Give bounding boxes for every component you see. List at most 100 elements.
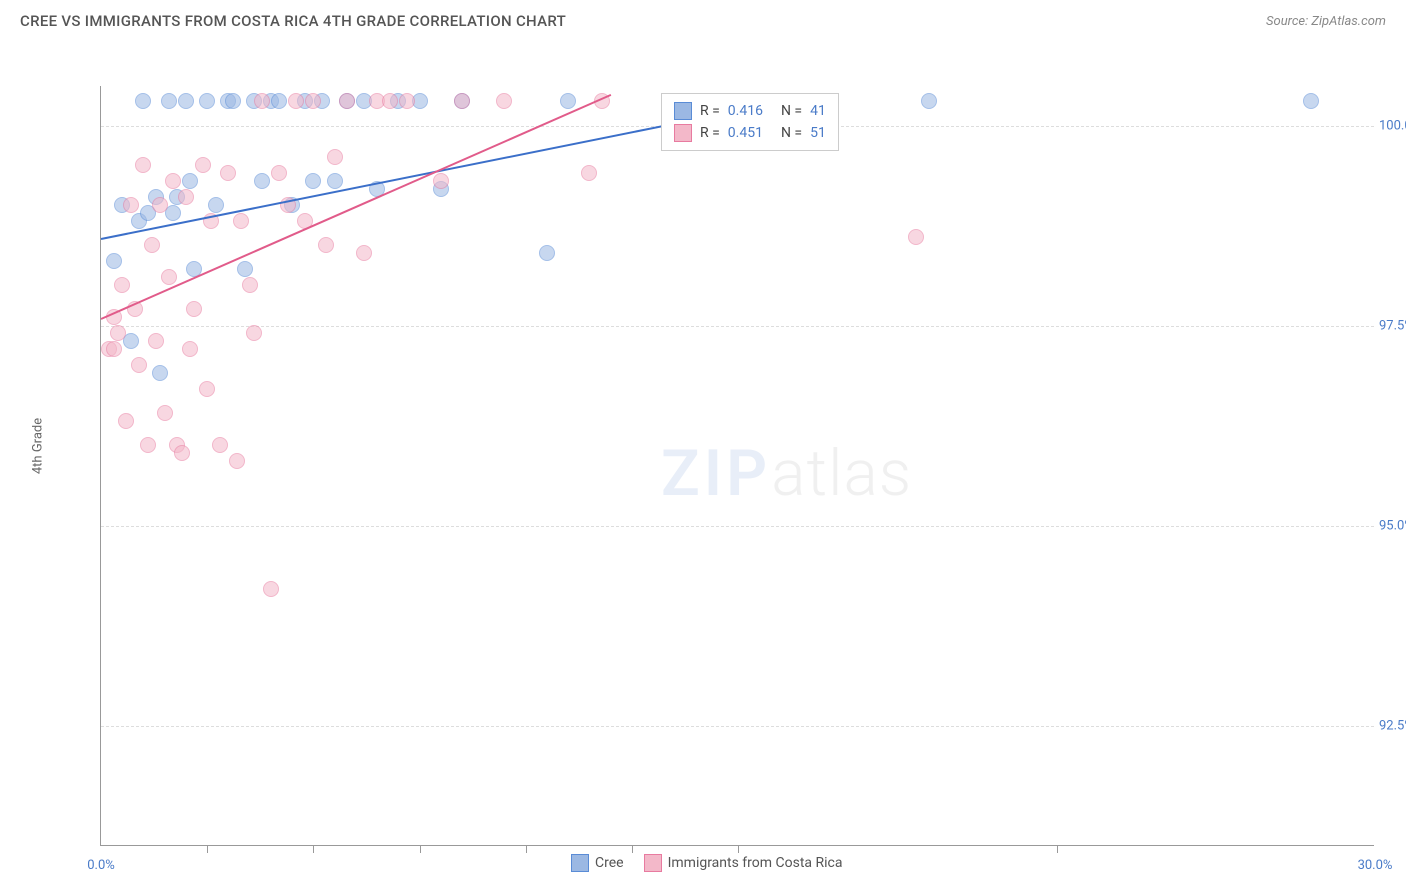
scatter-point [165, 173, 181, 189]
bottom-legend-item: Immigrants from Costa Rica [644, 854, 843, 872]
y-tick-label: 92.5% [1379, 719, 1406, 734]
stats-legend-row: R = 0.416 N = 41 [674, 100, 826, 122]
scatter-point [118, 413, 134, 429]
scatter-point [114, 277, 130, 293]
scatter-point [271, 165, 287, 181]
scatter-point [199, 381, 215, 397]
scatter-point [246, 325, 262, 341]
legend-r-label: R = [700, 125, 720, 141]
scatter-point [220, 165, 236, 181]
scatter-point [454, 93, 470, 109]
scatter-point [327, 149, 343, 165]
scatter-point [161, 269, 177, 285]
stats-legend-row: R = 0.451 N = 51 [674, 122, 826, 144]
x-tick [1057, 845, 1058, 853]
legend-n-value: 51 [810, 125, 826, 141]
scatter-point [178, 189, 194, 205]
gridline [101, 726, 1374, 727]
scatter-point [581, 165, 597, 181]
scatter-point [382, 93, 398, 109]
scatter-point [157, 405, 173, 421]
scatter-point [131, 357, 147, 373]
scatter-point [356, 245, 372, 261]
scatter-point [178, 93, 194, 109]
scatter-point [1303, 93, 1319, 109]
scatter-point [305, 173, 321, 189]
chart-title: CREE VS IMMIGRANTS FROM COSTA RICA 4TH G… [20, 12, 566, 30]
scatter-point [539, 245, 555, 261]
y-axis-label: 4th Grade [31, 418, 46, 474]
x-tick [632, 845, 633, 853]
scatter-point [339, 93, 355, 109]
x-tick [207, 845, 208, 853]
scatter-point [135, 157, 151, 173]
scatter-point [174, 445, 190, 461]
bottom-legend-label: Immigrants from Costa Rica [668, 855, 843, 871]
legend-r-value: 0.451 [728, 125, 763, 141]
x-tick [313, 845, 314, 853]
gridline [101, 526, 1374, 527]
y-tick-label: 97.5% [1379, 319, 1406, 334]
gridline [101, 326, 1374, 327]
scatter-point [254, 93, 270, 109]
plot-area: 100.0%97.5%95.0%92.5%0.0%30.0%ZIPatlasR … [100, 86, 1374, 846]
legend-n-value: 41 [810, 103, 826, 119]
scatter-point [327, 173, 343, 189]
scatter-point [144, 237, 160, 253]
legend-swatch [571, 854, 589, 872]
scatter-point [229, 453, 245, 469]
scatter-point [182, 341, 198, 357]
source-label: Source: ZipAtlas.com [1266, 14, 1386, 29]
scatter-point [399, 93, 415, 109]
bottom-legend-item: Cree [571, 854, 624, 872]
scatter-point [110, 325, 126, 341]
scatter-point [148, 333, 164, 349]
legend-n-label: N = [781, 125, 802, 141]
y-tick-label: 100.0% [1379, 119, 1406, 134]
watermark: ZIPatlas [661, 436, 912, 511]
scatter-point [242, 277, 258, 293]
bottom-legend-label: Cree [595, 855, 624, 871]
scatter-point [237, 261, 253, 277]
scatter-point [433, 173, 449, 189]
legend-r-label: R = [700, 103, 720, 119]
scatter-point [140, 437, 156, 453]
scatter-point [161, 93, 177, 109]
scatter-point [182, 173, 198, 189]
stats-legend: R = 0.416 N = 41 R = 0.451 N = 51 [661, 93, 839, 151]
x-tick [738, 845, 739, 853]
scatter-point [921, 93, 937, 109]
scatter-point [195, 157, 211, 173]
scatter-point [135, 93, 151, 109]
scatter-point [152, 197, 168, 213]
scatter-point [186, 301, 202, 317]
scatter-point [106, 253, 122, 269]
legend-n-label: N = [781, 103, 802, 119]
x-tick-label: 0.0% [87, 858, 115, 873]
x-tick [420, 845, 421, 853]
scatter-point [208, 197, 224, 213]
scatter-point [271, 93, 287, 109]
scatter-point [288, 93, 304, 109]
scatter-point [908, 229, 924, 245]
legend-swatch [674, 102, 692, 120]
y-tick-label: 95.0% [1379, 519, 1406, 534]
scatter-point [305, 93, 321, 109]
legend-swatch [644, 854, 662, 872]
header: CREE VS IMMIGRANTS FROM COSTA RICA 4TH G… [0, 0, 1406, 38]
scatter-point [212, 437, 228, 453]
scatter-point [318, 237, 334, 253]
x-tick-label: 30.0% [1358, 858, 1393, 873]
x-tick [526, 845, 527, 853]
legend-r-value: 0.416 [728, 103, 763, 119]
scatter-point [123, 197, 139, 213]
scatter-point [106, 341, 122, 357]
scatter-point [199, 93, 215, 109]
scatter-point [152, 365, 168, 381]
legend-swatch [674, 124, 692, 142]
bottom-legend: Cree Immigrants from Costa Rica [571, 854, 842, 872]
scatter-point [560, 93, 576, 109]
scatter-point [233, 213, 249, 229]
scatter-point [254, 173, 270, 189]
scatter-point [263, 581, 279, 597]
